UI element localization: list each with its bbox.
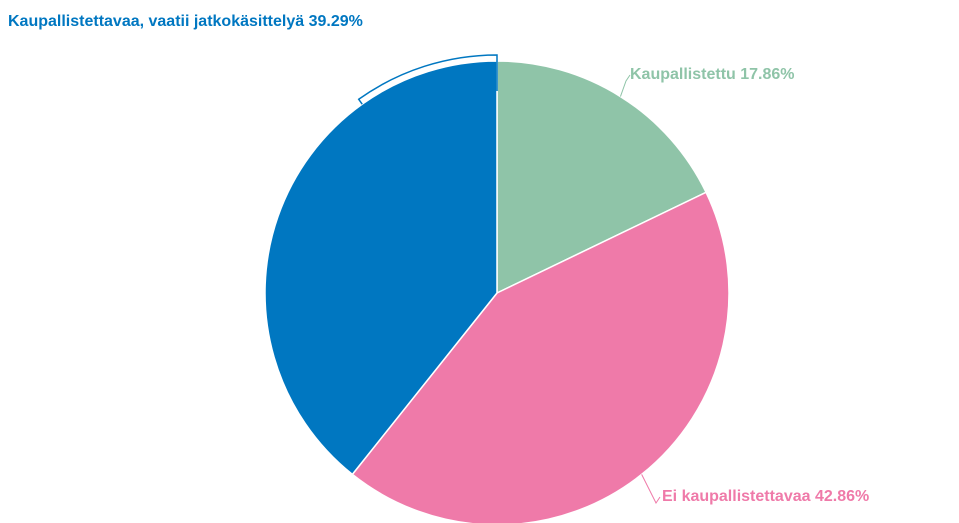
slice-label-value: 42.86% — [815, 488, 869, 505]
slice-label-name: Ei kaupallistettavaa — [662, 488, 811, 505]
slice-label-value: 17.86% — [740, 66, 794, 83]
slice-label-value: 39.29% — [309, 13, 363, 30]
slice-label: Kaupallistettu 17.86% — [630, 66, 795, 83]
pie-slice — [496, 60, 708, 295]
slice-label-name: Kaupallistettavaa, vaatii jatkokäsittely… — [8, 13, 304, 30]
slice-label-name: Kaupallistettu — [630, 66, 736, 83]
label-connector — [619, 74, 631, 97]
slice-label: Ei kaupallistettavaa 42.86% — [662, 488, 869, 505]
hover-outline — [357, 54, 498, 105]
label-connector — [641, 474, 661, 504]
slice-label: Kaupallistettavaa, vaatii jatkokäsittely… — [8, 13, 363, 30]
pie-slice — [264, 60, 498, 476]
